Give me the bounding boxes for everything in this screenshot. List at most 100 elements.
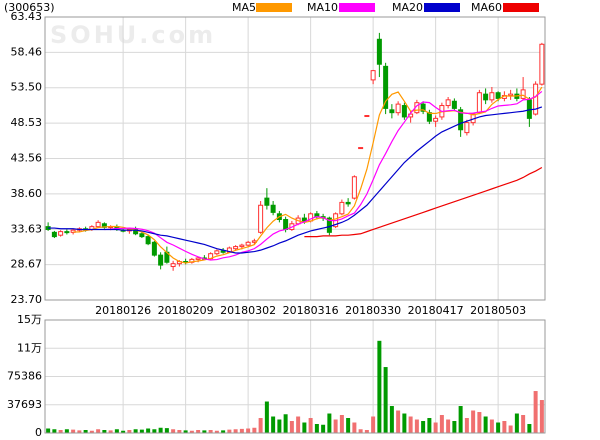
volume-bar — [421, 421, 426, 433]
candle-body — [495, 92, 501, 99]
candle-body — [326, 217, 332, 233]
candle-body — [489, 92, 495, 101]
candle-body — [145, 236, 151, 245]
candle-body — [264, 197, 270, 206]
candle-body — [389, 109, 395, 114]
volume-bar — [296, 416, 301, 433]
candle-body — [401, 105, 407, 118]
candle-body — [376, 38, 382, 65]
legend-swatch — [339, 3, 375, 12]
volume-bar — [496, 422, 501, 433]
candle-body — [70, 229, 76, 233]
volume-bar — [427, 418, 432, 433]
candle-body — [451, 100, 457, 109]
ma-line — [104, 90, 543, 261]
volume-bar — [139, 429, 144, 433]
candle-body — [445, 99, 451, 107]
candle-body — [370, 70, 376, 81]
candle-body — [195, 257, 201, 260]
candle-body — [364, 115, 370, 118]
candle-body — [64, 231, 70, 234]
legend-label: MA10 — [307, 1, 338, 14]
volume-bar — [71, 429, 76, 433]
volume-bar — [446, 419, 451, 433]
y-tick-label: 11万 — [17, 341, 42, 354]
volume-bar — [283, 414, 288, 433]
candle-body — [476, 92, 482, 114]
y-tick-label: 58.46 — [11, 45, 43, 58]
volume-bar — [289, 421, 294, 433]
volume-bar — [464, 418, 469, 433]
y-tick-label: 75386 — [7, 370, 42, 383]
candle-body — [383, 65, 389, 109]
volume-bar — [214, 430, 219, 433]
volume-bar — [408, 416, 413, 433]
volume-bar — [89, 430, 94, 433]
volume-bar — [483, 416, 488, 433]
ma-line — [48, 106, 543, 254]
volume-bar — [227, 429, 232, 433]
volume-bar — [46, 428, 51, 433]
volume-bar — [402, 413, 407, 433]
candle-body — [358, 147, 364, 150]
legend-label: MA60 — [471, 1, 502, 14]
candle-body — [433, 117, 439, 122]
volume-bar — [102, 430, 107, 433]
volume-bar — [302, 422, 307, 433]
candle-body — [283, 219, 289, 230]
ma-line — [304, 166, 543, 238]
candle-body — [233, 246, 239, 250]
candle-body — [533, 83, 539, 115]
volume-bar — [414, 419, 419, 433]
volume-bar — [246, 428, 251, 433]
y-tick-label: 33.63 — [11, 222, 43, 235]
volume-bar — [264, 401, 269, 433]
volume-bar — [471, 410, 476, 433]
y-tick-label: 23.70 — [11, 293, 43, 306]
y-tick-label: 48.53 — [11, 116, 43, 129]
volume-bar — [458, 406, 463, 433]
volume-bar — [208, 430, 213, 433]
volume-bar — [271, 416, 276, 433]
volume-bar — [121, 430, 126, 433]
legend-label: MA20 — [392, 1, 423, 14]
volume-bar — [314, 424, 319, 433]
y-tick-label: 15万 — [17, 313, 42, 326]
volume-bar — [339, 415, 344, 433]
volume-bar — [333, 419, 338, 433]
candle-body — [426, 112, 432, 122]
watermark: SOHU.com — [50, 21, 216, 49]
volume-bar — [96, 429, 101, 433]
volume-bar — [64, 429, 69, 433]
volume-bar — [527, 424, 532, 433]
candle-body — [351, 176, 357, 199]
candle-body — [158, 254, 164, 266]
candle-body — [464, 122, 470, 134]
y-tick-label: 53.50 — [11, 81, 43, 94]
volume-bar — [127, 430, 132, 433]
volume-bar — [346, 418, 351, 433]
volume-bar — [152, 429, 157, 433]
volume-bar — [489, 419, 494, 433]
candle-body — [345, 201, 351, 205]
volume-bar — [252, 427, 257, 433]
x-tick-label: 20180330 — [345, 304, 401, 317]
candle-body — [95, 221, 101, 228]
candle-body — [483, 93, 489, 101]
volume-bar — [83, 430, 88, 433]
volume-bar — [439, 415, 444, 433]
volume-bar — [77, 430, 82, 433]
volume-bar — [239, 428, 244, 433]
candle-body — [270, 204, 276, 213]
candle-body — [151, 241, 157, 256]
candle-body — [239, 244, 245, 248]
volume-bar — [389, 406, 394, 433]
candle-body — [258, 204, 264, 233]
volume-bar — [146, 428, 151, 433]
candle-body — [51, 231, 57, 238]
volume-bar — [189, 430, 194, 433]
y-tick-label: 38.60 — [11, 187, 43, 200]
volume-bar — [452, 421, 457, 433]
